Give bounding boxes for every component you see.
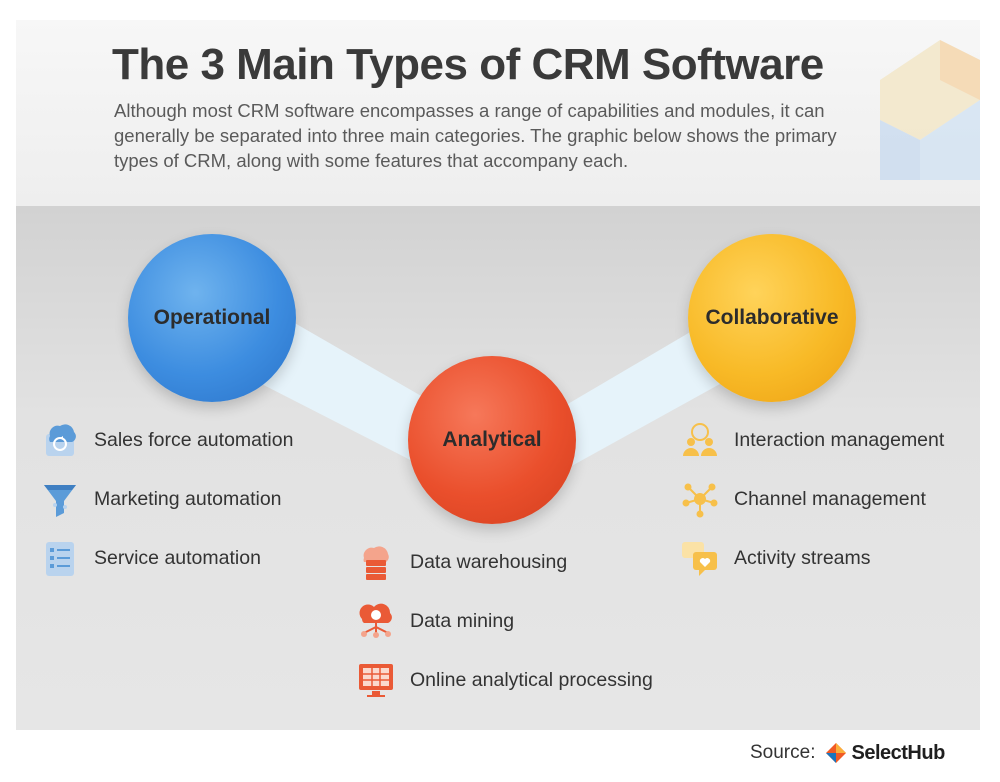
feature-label: Sales force automation (94, 428, 294, 451)
feature-label: Service automation (94, 546, 261, 569)
feature-label: Channel management (734, 487, 926, 510)
analytical-circle: Analytical (408, 356, 576, 524)
cloud-server-icon (354, 540, 398, 584)
operational-circle: Operational (128, 234, 296, 402)
operational-label: Operational (153, 306, 271, 329)
cloud-sync-icon (38, 418, 82, 462)
diagram-area: Operational Analytical Collaborative Sal… (16, 206, 980, 730)
feature-label: Data mining (410, 609, 515, 632)
selecthub-logo: SelectHub (825, 741, 945, 765)
logo-text: SelectHub (851, 741, 945, 764)
selecthub-logo-icon (826, 743, 847, 763)
feature-label: Marketing automation (94, 487, 282, 510)
feature-online-analytical-processing: Online analytical processing (354, 658, 653, 702)
feature-sales-force-automation: Sales force automation (38, 418, 293, 462)
source-label: Source: (750, 742, 816, 763)
collaborative-label: Collaborative (705, 306, 839, 329)
decorative-cube (880, 40, 980, 180)
cloud-network-icon (354, 599, 398, 643)
header-section: The 3 Main Types of CRM Software Althoug… (16, 20, 980, 206)
collaborative-circle: Collaborative (688, 234, 856, 402)
infographic-card: The 3 Main Types of CRM Software Althoug… (16, 20, 980, 730)
feature-service-automation: Service automation (38, 536, 261, 580)
chat-heart-icon (678, 536, 722, 580)
page-title: The 3 Main Types of CRM Software (112, 40, 824, 89)
source-footer: Source: SelectHub (750, 738, 945, 768)
feature-label: Online analytical processing (410, 668, 653, 691)
checklist-icon (38, 536, 82, 580)
monitor-grid-icon (354, 658, 398, 702)
analytical-label: Analytical (442, 428, 542, 451)
feature-label: Interaction management (734, 428, 945, 451)
people-network-icon (678, 418, 722, 462)
feature-data-warehousing: Data warehousing (354, 540, 567, 584)
feature-channel-management: Channel management (678, 477, 926, 521)
feature-activity-streams: Activity streams (678, 536, 871, 580)
hub-network-icon (678, 477, 722, 521)
funnel-icon (38, 477, 82, 521)
page-subtitle: Although most CRM software encompasses a… (114, 100, 837, 171)
feature-label: Activity streams (734, 546, 871, 569)
connector-band (246, 318, 738, 468)
feature-marketing-automation: Marketing automation (38, 477, 282, 521)
feature-data-mining: Data mining (354, 599, 514, 643)
feature-label: Data warehousing (410, 550, 568, 573)
feature-interaction-management: Interaction management (678, 418, 944, 462)
